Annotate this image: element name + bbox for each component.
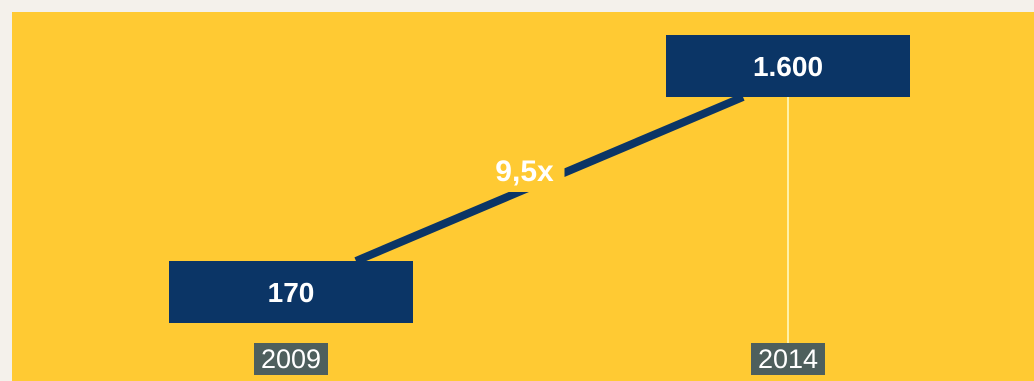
value-box-2014 [666, 35, 910, 97]
x-tick-label-2014: 2014 [758, 344, 818, 374]
value-box-2009 [169, 261, 413, 323]
ratio-label-background [484, 156, 565, 192]
x-tick-label-2009: 2009 [261, 344, 321, 374]
x-tick-bg-2009 [254, 343, 328, 375]
value-label-2009: 170 [268, 277, 315, 308]
x-tick-bg-2014 [751, 343, 825, 375]
growth-ratio-label: 9,5x [495, 155, 554, 188]
value-label-2014: 1.600 [753, 51, 823, 82]
